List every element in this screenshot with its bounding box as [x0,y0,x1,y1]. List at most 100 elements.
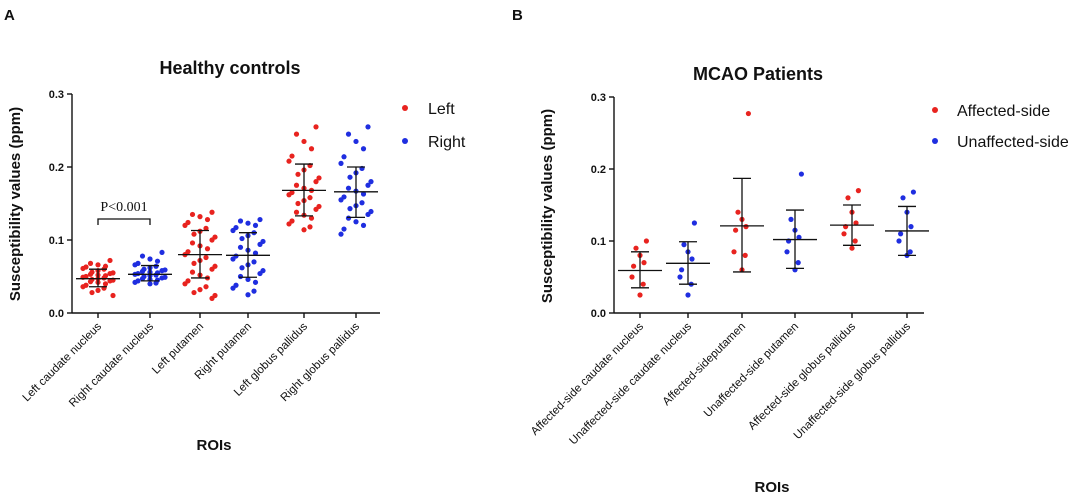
data-point [643,238,650,244]
panel-a-legend: Left Right [402,101,466,151]
data-point [629,274,635,280]
data-point [308,215,315,221]
y-tick-label: 0.3 [49,89,64,101]
data-point [313,206,319,212]
data-point [353,138,359,145]
data-point [239,235,245,242]
panel-b-y-ticks: 0.0 0.1 0.2 0.3 [591,92,614,320]
data-point [102,281,109,287]
data-point [685,292,691,298]
data-point [286,158,292,164]
data-point [796,234,802,240]
data-point [307,195,313,201]
data-point [293,209,300,215]
data-point [681,242,687,248]
data-point [107,278,113,284]
data-point [154,258,161,264]
data-point [742,252,748,258]
data-point [301,227,307,233]
data-point [307,224,313,230]
data-point [251,259,257,265]
panel-a-x-axis-title: ROIs [196,437,231,454]
data-point [89,289,95,296]
data-point [209,295,215,301]
data-point [182,222,188,228]
data-point [359,200,365,206]
data-point [245,292,251,298]
data-point [230,227,236,234]
data-point [153,263,159,269]
legend-marker-affected-side [932,107,938,113]
data-point [80,284,86,290]
data-point [338,197,344,203]
data-point [733,227,739,233]
data-point [245,276,251,283]
data-point [845,195,851,201]
data-point [107,257,113,264]
data-point [191,289,197,296]
data-point [252,279,259,285]
legend-label-left: Left [428,101,455,118]
data-point [286,192,292,198]
data-point [203,254,209,261]
data-point [907,249,913,255]
data-point [896,238,902,244]
panel-b-title: MCAO Patients [693,64,823,84]
data-point [147,281,153,287]
data-point [230,285,236,291]
data-point [908,224,914,230]
panel-a-data-points [80,124,374,301]
data-point [338,160,344,166]
data-point [87,279,94,285]
data-point [898,231,904,237]
significance-bracket [97,218,151,225]
data-point [191,231,197,237]
data-point [360,222,367,228]
data-point [798,171,805,177]
data-point [633,245,639,251]
data-point [345,215,352,221]
data-point [239,265,245,271]
data-point [316,175,322,181]
data-point [252,222,259,228]
data-point [852,238,858,244]
x-tick-label: Right caudate nucleus [67,320,156,409]
data-point [132,262,138,268]
legend-marker-unaffected-side [932,138,938,144]
data-point [853,220,859,226]
data-point [689,256,695,262]
data-point [677,274,683,280]
data-point [745,110,752,117]
data-point [631,263,637,269]
data-point [230,256,236,262]
data-point [95,287,101,293]
data-point [237,273,244,280]
data-point [147,256,153,262]
panel-a-healthy-controls: A Healthy controls Susceptibility values… [4,7,466,454]
data-point [308,146,315,152]
data-point [338,231,344,237]
data-point [252,250,259,256]
x-tick-label: Affected-side globus pallidus [746,320,858,432]
data-point [641,260,647,266]
y-tick-label: 0.0 [49,308,64,320]
legend-label-right: Right [428,134,466,151]
data-point [189,269,196,275]
data-point [347,206,353,212]
data-point [360,191,367,197]
data-point [153,272,159,278]
data-point [203,284,209,290]
data-point [691,220,698,226]
data-point [341,226,347,232]
panel-a-y-axis-title: Susceptibility values (ppm) [7,107,24,301]
data-point [245,220,251,226]
data-point [345,131,352,137]
data-point [289,153,295,159]
data-point [204,246,211,252]
y-tick-label: 0.0 [591,308,606,320]
data-point [209,237,215,243]
legend-label-unaffected-side: Unaffected-side [957,134,1069,151]
data-point [784,249,790,255]
data-point [855,188,862,194]
